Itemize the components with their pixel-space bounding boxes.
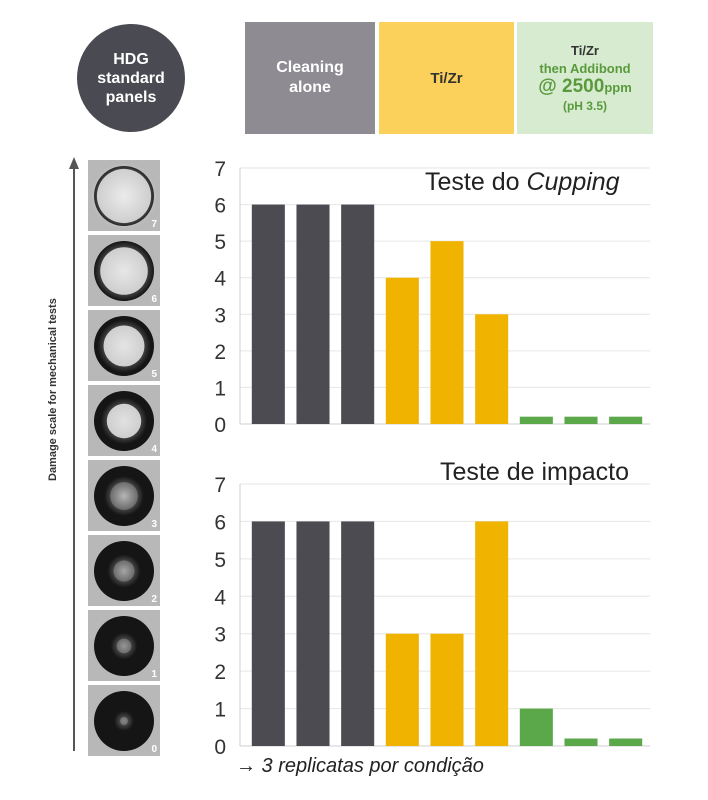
bar-cupping-2 <box>296 204 330 424</box>
y-tick-label-impacto: 5 <box>214 549 226 572</box>
bar-impacto-3 <box>341 521 375 746</box>
chart-title-cupping: Teste do Cupping <box>425 168 620 197</box>
legend-addibond-line-1: Ti/Zr <box>571 42 599 58</box>
legend-cleaning-line-1: Cleaning <box>276 59 344 76</box>
legend-addibond-unit: ppm <box>604 79 632 95</box>
y-tick-label-cupping: 1 <box>214 377 226 400</box>
y-tick-label-impacto: 0 <box>214 736 226 755</box>
bar-cupping-6 <box>475 314 509 424</box>
y-tick-label-cupping: 6 <box>214 195 226 218</box>
legend-addibond-at: @ <box>538 75 563 97</box>
damage-scale-image-0: 0 <box>88 685 160 756</box>
y-tick-label-cupping: 3 <box>214 304 226 327</box>
bar-impacto-9 <box>609 738 643 746</box>
chart-title-cupping-italic: Cupping <box>526 168 620 196</box>
badge-line-2: standard <box>97 69 165 87</box>
damage-scale-number: 6 <box>151 294 157 305</box>
damage-scale-image-6: 6 <box>88 235 160 306</box>
damage-scale-number: 3 <box>151 519 157 530</box>
bar-cupping-9 <box>609 416 643 424</box>
legend-addibond-ph: (pH 3.5) <box>562 98 607 113</box>
bar-impacto-7 <box>519 708 553 746</box>
chart-title-impacto-plain: Teste de impacto <box>440 458 629 486</box>
bar-charts: 0 1 2 3 4 5 6 7 0 1 2 3 4 5 6 7 <box>214 158 650 755</box>
y-tick-label-impacto: 4 <box>214 586 226 609</box>
legend-tizr: Ti/Zr <box>379 22 514 134</box>
bar-impacto-4 <box>385 633 419 746</box>
footnote-replicatas: → 3 replicatas por condição <box>236 755 484 777</box>
bar-cupping-5 <box>430 241 464 424</box>
damage-scale-number: 1 <box>151 669 157 680</box>
damage-scale-image-4: 4 <box>88 385 160 456</box>
damage-scale-number: 7 <box>151 219 157 230</box>
legend-addibond-line-2: then Addibond <box>539 60 631 76</box>
bar-impacto-8 <box>564 738 598 746</box>
damage-scale-image-1: 1 <box>88 610 160 681</box>
damage-scale-image-5: 5 <box>88 310 160 381</box>
damage-scale-arrow <box>69 157 79 751</box>
bar-impacto-6 <box>475 521 509 746</box>
y-tick-label-impacto: 3 <box>214 624 226 647</box>
bar-impacto-5 <box>430 633 464 746</box>
damage-scale-number: 4 <box>151 444 157 455</box>
bar-cupping-3 <box>341 204 375 424</box>
y-tick-label-impacto: 2 <box>214 661 226 684</box>
badge-line-3: panels <box>105 88 157 106</box>
legend-tizr-label: Ti/Zr <box>430 69 463 87</box>
damage-scale-image-7: 7 <box>88 160 160 231</box>
bar-cupping-7 <box>519 416 553 424</box>
damage-scale-number: 5 <box>151 369 157 380</box>
chart-title-impacto: Teste de impacto <box>440 458 629 487</box>
bar-impacto-2 <box>296 521 330 746</box>
y-tick-label-cupping: 5 <box>214 231 226 254</box>
hdg-panels-badge: HDG standard panels <box>77 24 185 132</box>
y-tick-label-cupping: 0 <box>214 414 226 437</box>
y-tick-label-impacto: 6 <box>214 511 226 534</box>
legend-addibond-value: 2500 <box>562 75 605 97</box>
legend-cleaning-alone: Cleaning alone <box>245 22 375 134</box>
legend-addibond-concentration: @ 2500ppm <box>538 75 632 97</box>
damage-scale-image-3: 3 <box>88 460 160 531</box>
bar-cupping-1 <box>251 204 285 424</box>
damage-scale-image-2: 2 <box>88 535 160 606</box>
badge-line-1: HDG <box>113 50 149 68</box>
damage-scale-number: 2 <box>151 594 157 605</box>
bar-cupping-4 <box>385 277 419 424</box>
y-tick-label-cupping: 2 <box>214 341 226 364</box>
bar-impacto-1 <box>251 521 285 746</box>
damage-scale-number: 0 <box>151 744 157 755</box>
y-tick-label-cupping: 7 <box>214 158 226 181</box>
y-tick-label-cupping: 4 <box>214 268 226 291</box>
legend-tizr-addibond: Ti/Zr then Addibond @ 2500ppm (pH 3.5) <box>517 22 653 134</box>
legend-cleaning-line-2: alone <box>289 79 331 96</box>
y-tick-label-impacto: 7 <box>214 474 226 497</box>
bar-cupping-8 <box>564 416 598 424</box>
damage-scale-title: Damage scale for mechanical tests <box>47 298 59 482</box>
y-tick-label-impacto: 1 <box>214 699 226 722</box>
chart-title-cupping-plain: Teste do <box>425 168 527 196</box>
